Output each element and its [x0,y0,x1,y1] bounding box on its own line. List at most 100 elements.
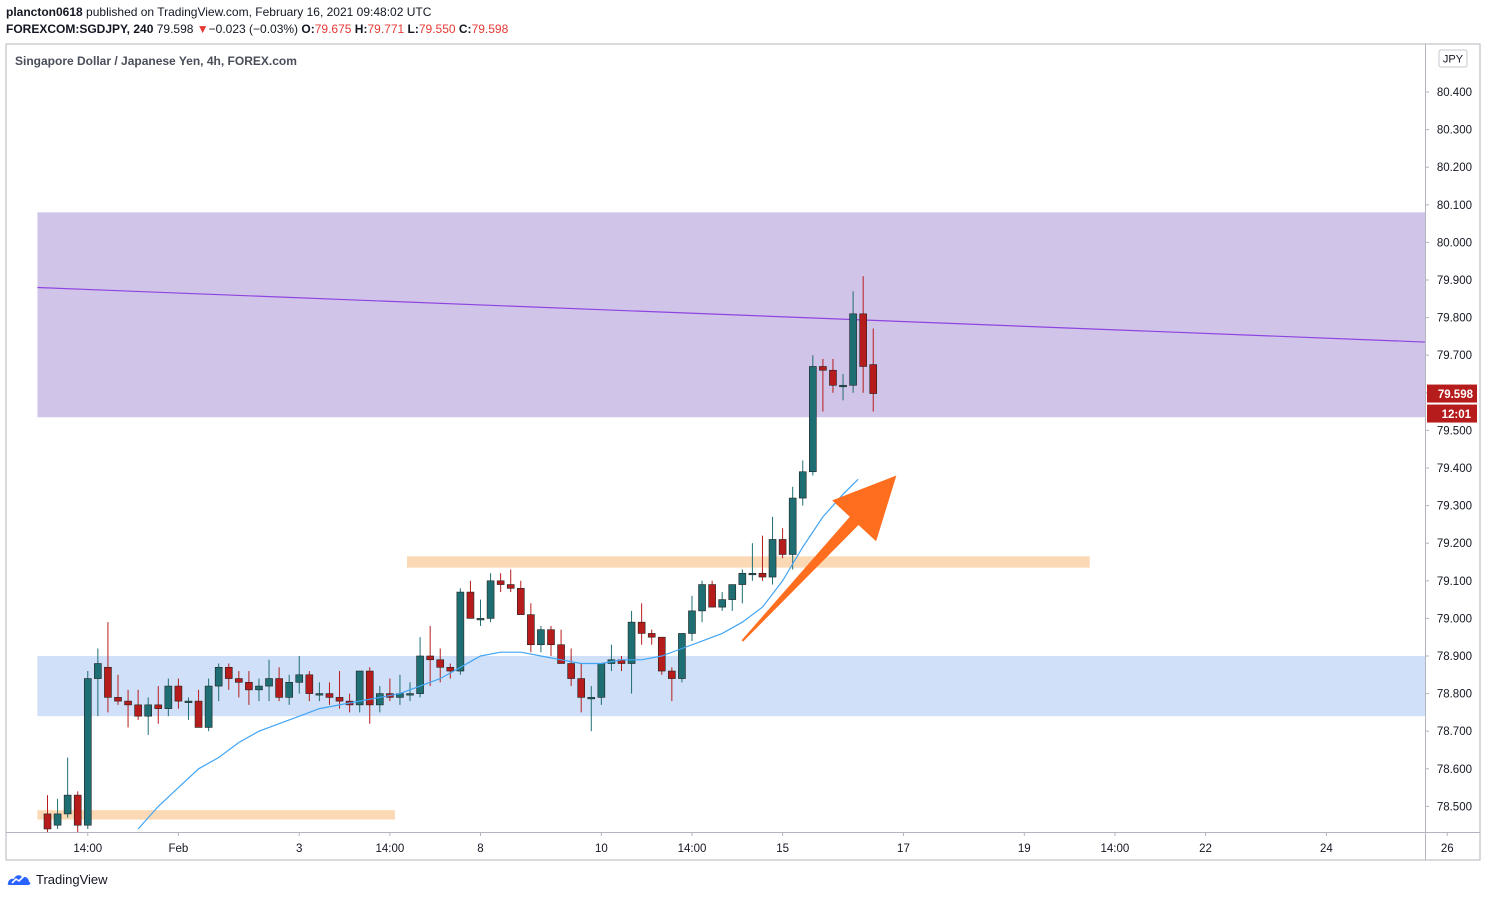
candle-body [83,678,92,826]
candle-body [527,614,535,646]
last-price: 79.598 [156,22,194,36]
candle [325,682,334,705]
candle-body [557,644,565,664]
candle-body [114,697,122,702]
y-tick-label: 78.800 [1437,689,1472,701]
candle-body [305,674,314,694]
candle-body [496,580,505,585]
x-tick-label: 3 [296,843,302,855]
candle [456,588,465,675]
candle-body [637,621,646,634]
candle-body [537,629,545,646]
candle-body [688,610,696,634]
candle [144,697,152,735]
candle-body [235,678,243,683]
candle [376,686,384,713]
candle [83,671,92,829]
candle [647,629,656,645]
candle-body [245,682,253,691]
tradingview-brand[interactable]: TradingView [6,871,108,887]
y-tick-label: 79.900 [1437,275,1472,287]
candle-body [748,572,757,576]
candle [516,580,525,615]
candle [174,678,183,709]
candle [255,678,263,702]
candle-body [587,697,596,700]
symbol-name: FOREXCOM:SGDJPY, 240 [6,22,154,36]
x-tick-label: 14:00 [375,843,404,855]
x-tick-label: 8 [477,843,483,855]
candle [768,516,777,585]
y-tick-label: 79.300 [1437,501,1472,513]
candle-body [63,794,72,815]
candle-body [104,666,112,698]
x-tick-label: 22 [1199,843,1212,855]
candle-body [154,704,163,709]
candle [688,595,696,641]
candle [809,355,817,476]
candle [506,569,515,593]
candle [668,667,676,702]
trendline [37,286,1425,343]
candle [305,671,314,702]
candle [285,674,293,705]
candle [365,667,374,724]
countdown-tag-bg [1427,404,1477,423]
y-tick-label: 78.900 [1437,651,1472,663]
candle-body [657,636,666,672]
published-text: published on TradingView.com, February 1… [86,5,432,19]
x-tick-label: 26 [1441,843,1454,855]
open-label: O: [301,22,315,36]
candle-body [53,813,62,826]
candle-body [798,471,807,499]
candle-body [194,700,203,728]
candle [355,670,364,713]
candle-body [849,313,857,386]
candle-body [829,369,837,386]
candle-body [335,697,344,702]
last-price-tag: 79.598 [1438,389,1474,401]
username[interactable]: plancton0618 [6,5,83,19]
candle [698,580,706,623]
candle [184,697,193,720]
candle [839,374,847,401]
candle [788,486,797,570]
candle [869,328,878,412]
candle-body [184,700,193,703]
candle-body [597,663,606,698]
candle [557,629,565,664]
candle-body [708,584,716,608]
candle [416,637,424,698]
candle-body [285,682,293,698]
candle [537,625,545,653]
tradingview-label: TradingView [36,871,108,887]
candle-body [476,618,485,621]
candle-body [839,384,847,388]
candle [798,460,807,506]
x-tick-label: 17 [897,843,910,855]
candle-body [778,539,787,555]
candle-body [214,666,223,687]
x-tick-label: 15 [776,843,789,855]
x-tick-label: Feb [168,843,188,855]
x-tick-label: 19 [1018,843,1031,855]
candle-body [768,539,777,578]
candle-body [567,663,575,679]
candle-body [859,313,867,367]
candle-body [144,704,152,717]
chart-frame [5,43,1481,861]
candle-body [73,794,82,826]
candle [43,795,52,832]
candle-body [728,584,737,600]
candle-body [516,588,525,615]
candle [426,625,434,687]
candle [315,682,324,702]
candle-body [698,584,706,612]
candle-body [436,659,445,668]
y-tick-label: 78.600 [1437,764,1472,776]
candle [214,663,223,702]
candle-body [406,693,414,696]
candle [718,592,726,611]
candle [235,671,243,698]
